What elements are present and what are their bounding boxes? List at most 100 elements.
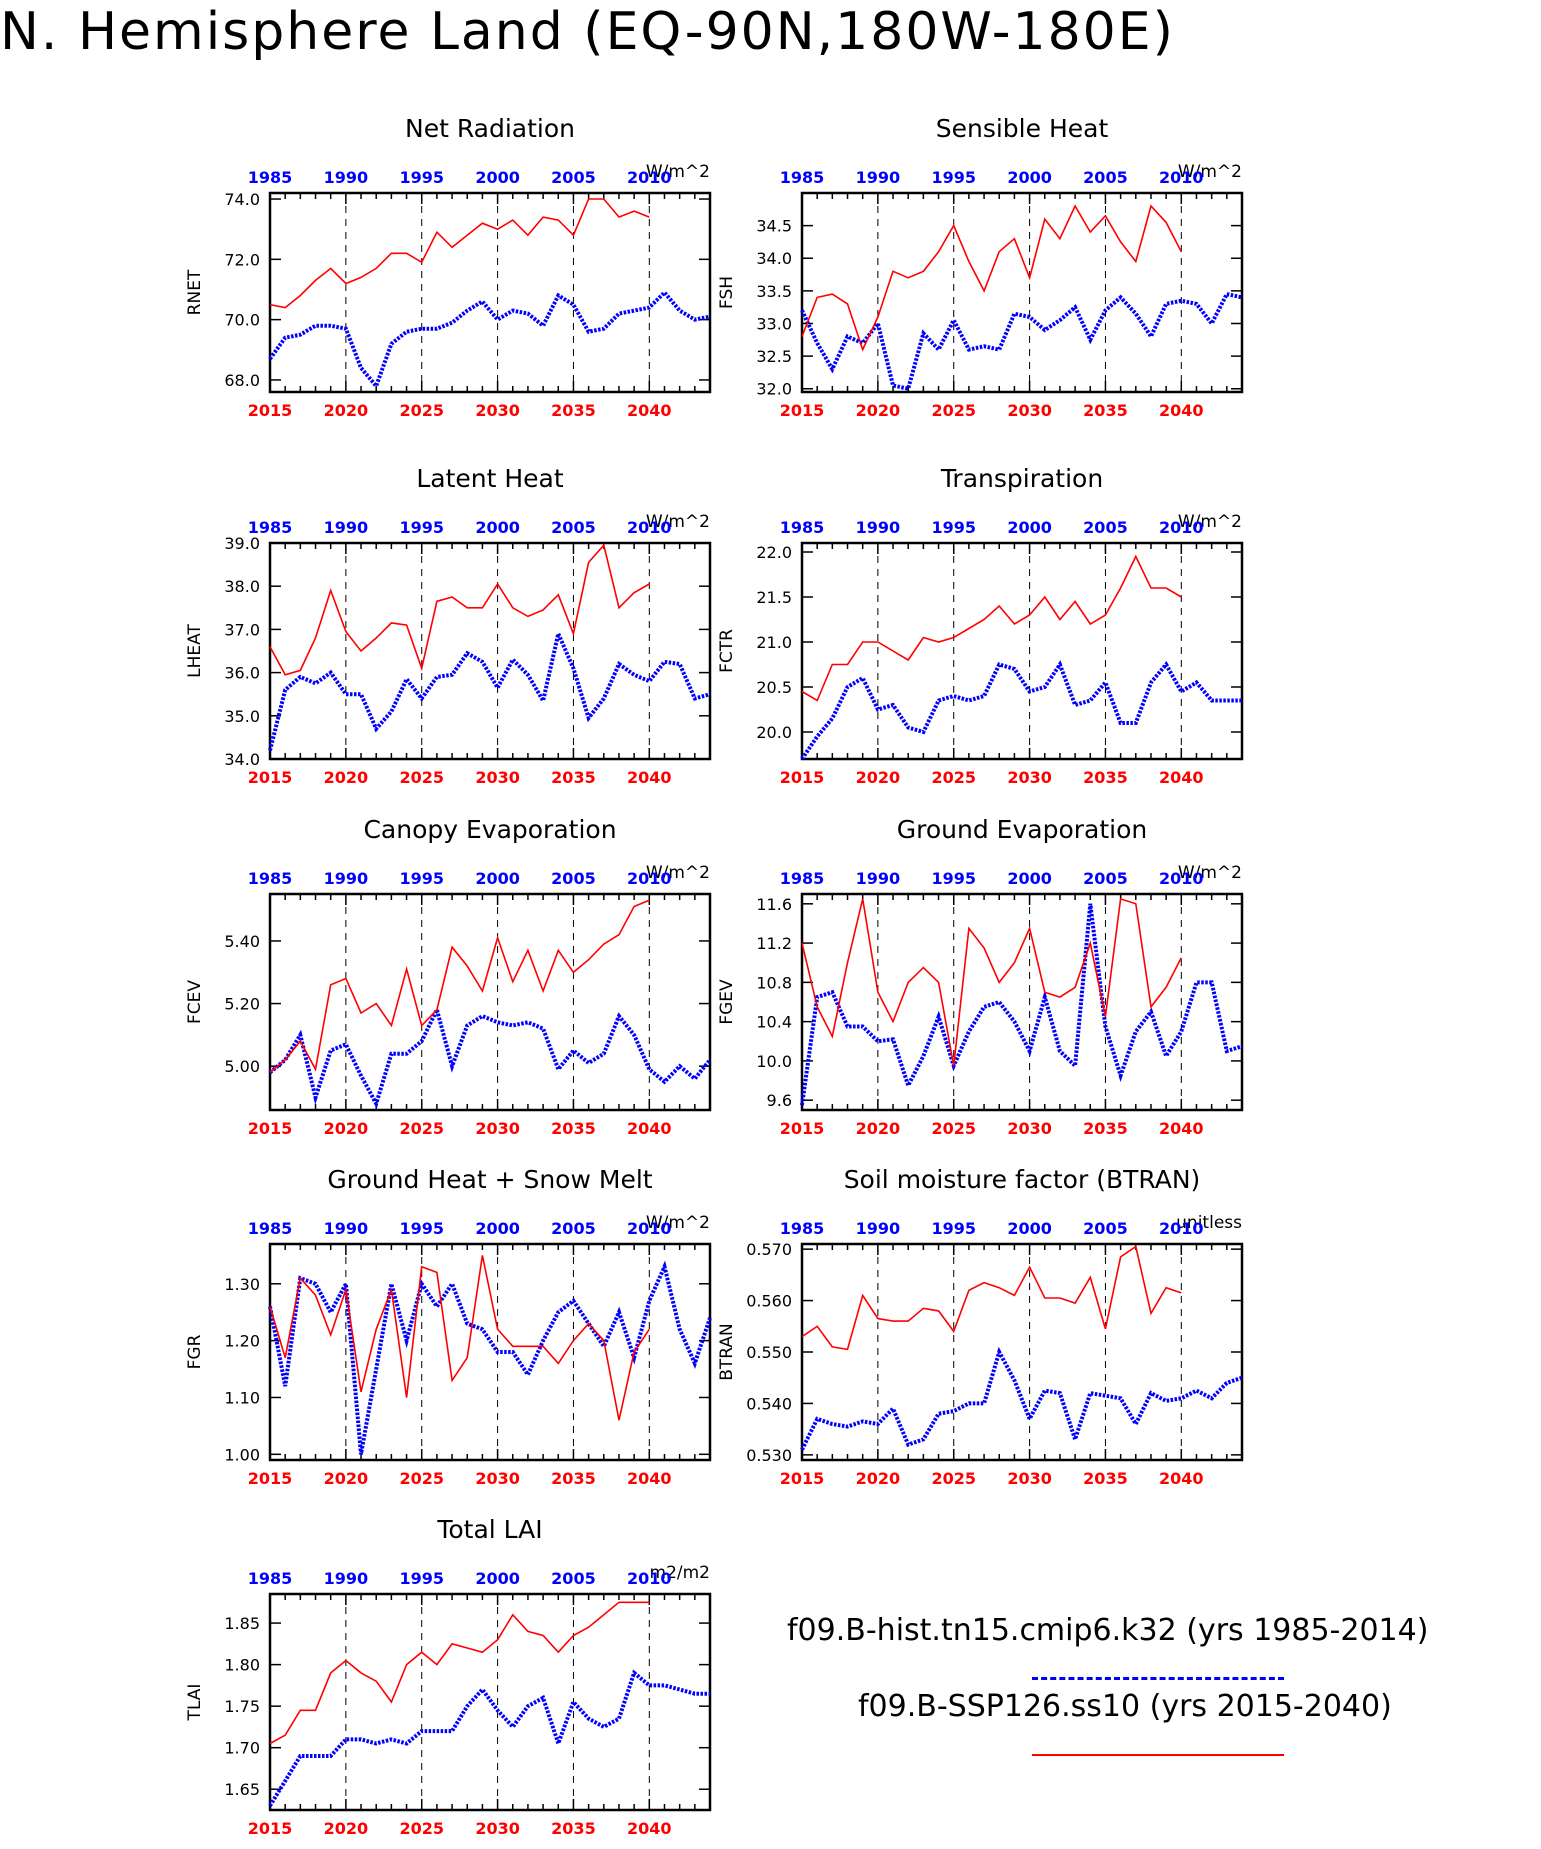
x-tick-label-bottom: 2020: [324, 768, 369, 787]
y-tick-label: 34.0: [756, 249, 792, 268]
x-tick-label-top: 2005: [551, 869, 596, 888]
legend-ssp-swatch: [1032, 1754, 1284, 1756]
x-tick-label-bottom: 2015: [248, 1119, 293, 1138]
x-tick-label-bottom: 2015: [248, 1469, 293, 1488]
x-tick-label-top: 1990: [856, 869, 901, 888]
y-tick-label: 37.0: [224, 620, 260, 639]
legend-hist-label: f09.B-hist.tn15.cmip6.k32 (yrs 1985-2014…: [787, 1613, 1429, 1648]
plot-frame: [800, 892, 1244, 1112]
plot-frame: [268, 541, 712, 761]
units-label: W/m^2: [1178, 162, 1242, 182]
x-tick-label-top: 2000: [475, 168, 520, 187]
y-tick-label: 0.570: [746, 1240, 792, 1259]
x-tick-label-bottom: 2025: [399, 1469, 444, 1488]
x-tick-label-top: 2010: [1159, 869, 1204, 888]
y-axis-label: TLAI: [185, 1684, 205, 1722]
plot-frame: [268, 1592, 712, 1812]
x-tick-label-top: 2005: [551, 1219, 596, 1238]
x-tick-label-top: 2005: [1083, 869, 1128, 888]
y-tick-label: 35.0: [224, 707, 260, 726]
x-tick-label-bottom: 2015: [248, 401, 293, 420]
x-tick-label-top: 1990: [856, 518, 901, 537]
chart-title: Total LAI: [436, 1515, 542, 1544]
chart-title: Canopy Evaporation: [363, 815, 616, 844]
plot-frame: [800, 191, 1244, 394]
x-tick-label-bottom: 2020: [324, 1119, 369, 1138]
x-tick-label-bottom: 2025: [399, 1819, 444, 1838]
x-tick-label-bottom: 2020: [856, 1469, 901, 1488]
x-tick-label-bottom: 2020: [856, 1119, 901, 1138]
x-tick-label-bottom: 2025: [931, 768, 976, 787]
chart-title: Sensible Heat: [936, 114, 1109, 143]
x-tick-label-bottom: 2030: [475, 401, 520, 420]
x-tick-label-top: 1990: [324, 518, 369, 537]
series-line-hist: [268, 1669, 710, 1807]
chart-title: Ground Heat + Snow Melt: [327, 1165, 652, 1194]
x-tick-label-top: 2005: [551, 168, 596, 187]
series-line-ssp: [801, 1245, 1182, 1351]
chart-rnet: Net Radiation W/m^2 RNET 2015 2020 2025 2030 20…: [185, 114, 712, 420]
x-tick-label-top: 2005: [551, 518, 596, 537]
chart-fgev: Ground Evaporation W/m^2 FGEV 2015 2020 2025 2…: [717, 815, 1244, 1138]
y-tick-label: 0.550: [746, 1343, 792, 1362]
plot-frame: [800, 541, 1244, 761]
x-tick-label-top: 1985: [248, 518, 293, 537]
page-title: N. Hemisphere Land (EQ-90N,180W-180E): [0, 2, 1175, 62]
plot-frame: [268, 892, 712, 1112]
y-tick-label: 1.65: [224, 1780, 260, 1799]
y-tick-label: 1.10: [224, 1388, 260, 1407]
x-tick-label-top: 2010: [1159, 168, 1204, 187]
y-axis-label: FGR: [185, 1334, 205, 1369]
plot-frame: [268, 1242, 712, 1462]
x-tick-label-bottom: 2025: [399, 768, 444, 787]
y-tick-label: 33.0: [756, 314, 792, 333]
x-tick-label-bottom: 2040: [1159, 1469, 1204, 1488]
x-tick-label-bottom: 2025: [931, 1119, 976, 1138]
x-tick-label-bottom: 2035: [551, 768, 596, 787]
x-tick-label-top: 1990: [324, 1569, 369, 1588]
x-tick-label-bottom: 2030: [475, 1119, 520, 1138]
x-tick-label-bottom: 2040: [1159, 768, 1204, 787]
x-tick-label-top: 2000: [475, 518, 520, 537]
x-tick-label-top: 2005: [1083, 1219, 1128, 1238]
y-tick-label: 39.0: [224, 534, 260, 553]
x-tick-label-bottom: 2040: [1159, 1119, 1204, 1138]
chart-title: Transpiration: [940, 464, 1103, 493]
series-line-hist: [268, 1004, 712, 1109]
x-tick-label-bottom: 2035: [551, 1119, 596, 1138]
chart-title: Soil moisture factor (BTRAN): [844, 1165, 1201, 1194]
y-tick-label: 1.20: [224, 1332, 260, 1351]
x-tick-label-top: 2000: [1007, 869, 1052, 888]
series-line-ssp: [269, 543, 650, 676]
x-tick-label-bottom: 2020: [324, 401, 369, 420]
y-tick-label: 38.0: [224, 577, 260, 596]
y-tick-label: 0.530: [746, 1446, 792, 1465]
x-tick-label-top: 1995: [931, 1219, 976, 1238]
y-tick-label: 1.85: [224, 1614, 260, 1633]
x-tick-label-top: 1985: [248, 1569, 293, 1588]
x-tick-label-bottom: 2040: [627, 1469, 672, 1488]
series-line-ssp: [269, 899, 650, 1074]
x-tick-label-bottom: 2030: [1007, 768, 1052, 787]
chart-fcev: Canopy Evaporation W/m^2 FCEV 2015 2020 2025 2…: [185, 815, 712, 1138]
y-tick-label: 20.5: [756, 678, 792, 697]
units-label: unitless: [1176, 1213, 1242, 1233]
x-tick-label-bottom: 2025: [931, 401, 976, 420]
x-tick-label-bottom: 2040: [627, 1119, 672, 1138]
y-tick-label: 21.5: [756, 588, 792, 607]
x-tick-label-top: 2010: [627, 1219, 672, 1238]
chart-title: Latent Heat: [416, 464, 564, 493]
x-tick-label-top: 1990: [324, 168, 369, 187]
x-tick-label-bottom: 2020: [324, 1469, 369, 1488]
x-tick-label-top: 1985: [780, 1219, 825, 1238]
x-tick-label-bottom: 2020: [324, 1819, 369, 1838]
y-tick-label: 22.0: [756, 543, 792, 562]
x-tick-label-top: 2005: [1083, 518, 1128, 537]
y-tick-label: 74.0: [224, 190, 260, 209]
units-label: W/m^2: [646, 162, 710, 182]
x-tick-label-bottom: 2040: [627, 401, 672, 420]
x-tick-label-top: 1995: [399, 1219, 444, 1238]
y-tick-label: 0.560: [746, 1292, 792, 1311]
y-axis-label: FCTR: [717, 629, 737, 673]
y-tick-label: 68.0: [224, 371, 260, 390]
